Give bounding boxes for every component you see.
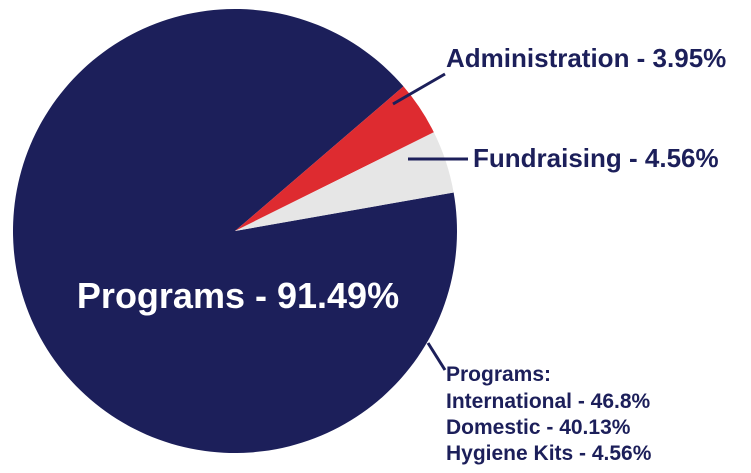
leader-line-programs-breakdown — [426, 342, 447, 371]
breakdown-item-hygiene-kits: Hygiene Kits - 4.56% — [446, 442, 652, 465]
slice-label-administration: Administration - 3.95% — [446, 43, 726, 73]
breakdown-item-domestic: Domestic - 40.13% — [446, 416, 631, 439]
slice-programs — [13, 8, 457, 453]
breakdown-heading: Programs: — [446, 363, 551, 386]
pie-slices — [13, 8, 457, 453]
leader-line-administration — [392, 72, 446, 106]
slice-label-fundraising: Fundraising - 4.56% — [473, 143, 719, 173]
slice-administration — [235, 86, 434, 231]
slice-label-programs: Programs - 91.49% — [77, 275, 399, 316]
pie-labels: Programs - 91.49% Administration - 3.95%… — [77, 43, 726, 465]
breakdown-item-international: International - 46.8% — [446, 390, 651, 413]
leader-lines — [392, 72, 468, 371]
slice-fundraising — [235, 132, 454, 231]
